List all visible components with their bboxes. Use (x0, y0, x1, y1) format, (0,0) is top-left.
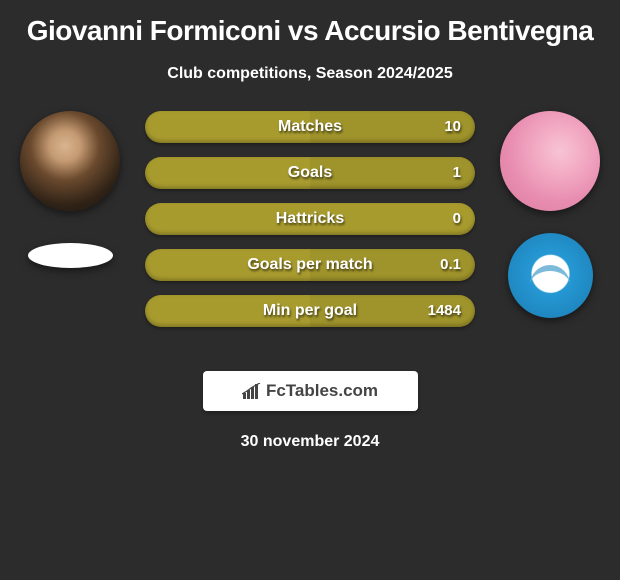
bar-label: Min per goal (145, 295, 475, 327)
bar-label: Goals per match (145, 249, 475, 281)
club-badge-right (508, 233, 593, 318)
stat-bar-row: Goals per match0.1 (145, 249, 475, 281)
bar-value-right: 1484 (428, 295, 461, 327)
subtitle: Club competitions, Season 2024/2025 (10, 65, 610, 83)
bar-label: Goals (145, 157, 475, 189)
stat-bars: Matches10Goals1Hattricks0Goals per match… (145, 111, 475, 341)
stat-bar-row: Matches10 (145, 111, 475, 143)
right-player-column (490, 111, 610, 318)
left-player-column (10, 111, 130, 268)
brand-badge: FcTables.com (203, 371, 418, 411)
bar-label: Matches (145, 111, 475, 143)
stat-bar-row: Min per goal1484 (145, 295, 475, 327)
page-title: Giovanni Formiconi vs Accursio Bentivegn… (10, 15, 610, 47)
bar-chart-icon (242, 383, 262, 399)
brand-text: FcTables.com (266, 381, 378, 401)
player-avatar-right (500, 111, 600, 211)
bar-label: Hattricks (145, 203, 475, 235)
stat-bar-row: Hattricks0 (145, 203, 475, 235)
bar-value-right: 0 (453, 203, 461, 235)
bar-value-right: 10 (444, 111, 461, 143)
bar-value-right: 1 (453, 157, 461, 189)
bar-value-right: 0.1 (440, 249, 461, 281)
date-label: 30 november 2024 (10, 433, 610, 451)
comparison-area: Matches10Goals1Hattricks0Goals per match… (10, 111, 610, 361)
stat-bar-row: Goals1 (145, 157, 475, 189)
club-badge-left (28, 243, 113, 268)
player-avatar-left (20, 111, 120, 211)
